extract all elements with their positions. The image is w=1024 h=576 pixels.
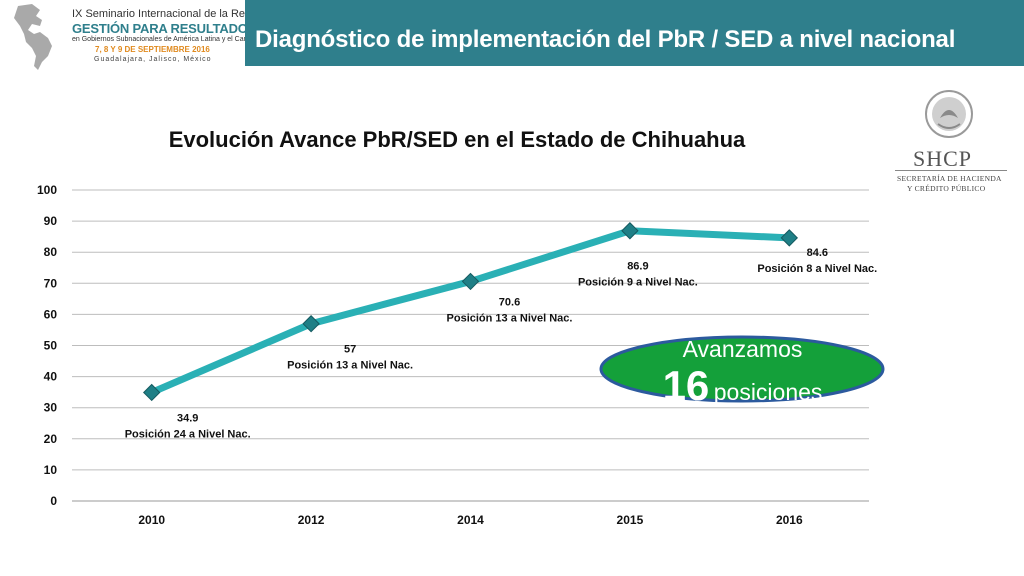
shcp-subtitle-2: Y CRÉDITO PÚBLICO: [907, 184, 986, 193]
seminar-logo: IX Seminario Internacional de la Red de …: [10, 2, 266, 72]
y-tick-label: 70: [44, 276, 58, 290]
y-tick-label: 40: [44, 370, 58, 384]
shcp-logo: SHCP SECRETARÍA DE HACIENDA Y CRÉDITO PÚ…: [893, 88, 1013, 198]
y-tick-label: 60: [44, 307, 58, 321]
shcp-subtitle-1: SECRETARÍA DE HACIENDA: [897, 174, 1002, 183]
data-value-label: 70.6: [499, 296, 520, 308]
data-value-label: 34.9: [177, 412, 198, 424]
x-tick-label: 2015: [617, 513, 644, 527]
y-tick-label: 50: [44, 339, 58, 353]
badge-word: posiciones: [713, 379, 823, 405]
data-value-label: 57: [344, 344, 356, 356]
data-rank-label: Posición 24 a Nivel Nac.: [125, 428, 251, 440]
y-tick-label: 100: [37, 183, 57, 197]
header-bar: Diagnóstico de implementación del PbR / …: [245, 0, 1024, 66]
logo-line-gobiernos: en Gobiernos Subnacionales de América La…: [72, 36, 256, 43]
data-rank-label: Posición 8 a Nivel Nac.: [757, 263, 877, 275]
chart-title: Evolución Avance PbR/SED en el Estado de…: [168, 127, 746, 152]
shcp-acronym: SHCP: [913, 146, 973, 171]
badge-line-avanzamos: Avanzamos: [682, 336, 803, 362]
page-title: Diagnóstico de implementación del PbR / …: [255, 26, 956, 53]
data-rank-label: Posición 9 a Nivel Nac.: [578, 277, 698, 289]
badge-number: 16: [662, 362, 710, 409]
y-tick-label: 0: [50, 494, 57, 508]
data-value-label: 84.6: [807, 247, 828, 259]
data-point: [142, 383, 161, 402]
mexican-eagle-seal-icon: [925, 90, 973, 138]
x-tick-label: 2016: [776, 513, 803, 527]
y-tick-label: 30: [44, 401, 58, 415]
avanzamos-badge: [599, 335, 885, 403]
data-rank-label: Posición 13 a Nivel Nac.: [447, 312, 573, 324]
x-tick-label: 2012: [298, 513, 325, 527]
data-point: [780, 229, 799, 247]
logo-line-seminar: IX Seminario Internacional de la Red de: [72, 8, 267, 20]
y-tick-label: 90: [44, 214, 58, 228]
data-point: [302, 315, 320, 333]
y-tick-label: 20: [44, 432, 58, 446]
data-point: [621, 222, 639, 240]
badge-line-positions: 16 posiciones: [605, 362, 880, 410]
data-value-label: 86.9: [627, 261, 648, 273]
logo-line-gestion: GESTIÓN PARA RESULTADOS: [72, 21, 257, 36]
shcp-divider: [895, 170, 1007, 171]
x-tick-label: 2010: [138, 513, 165, 527]
logo-line-location: Guadalajara, Jalisco, México: [94, 56, 212, 63]
x-tick-label: 2014: [457, 513, 484, 527]
y-tick-label: 80: [44, 245, 58, 259]
data-point: [461, 272, 480, 291]
logo-line-dates: 7, 8 Y 9 DE SEPTIEMBRE 2016: [95, 45, 210, 54]
y-tick-label: 10: [44, 463, 58, 477]
data-rank-label: Posición 13 a Nivel Nac.: [287, 360, 413, 372]
americas-map-icon: [14, 4, 52, 70]
